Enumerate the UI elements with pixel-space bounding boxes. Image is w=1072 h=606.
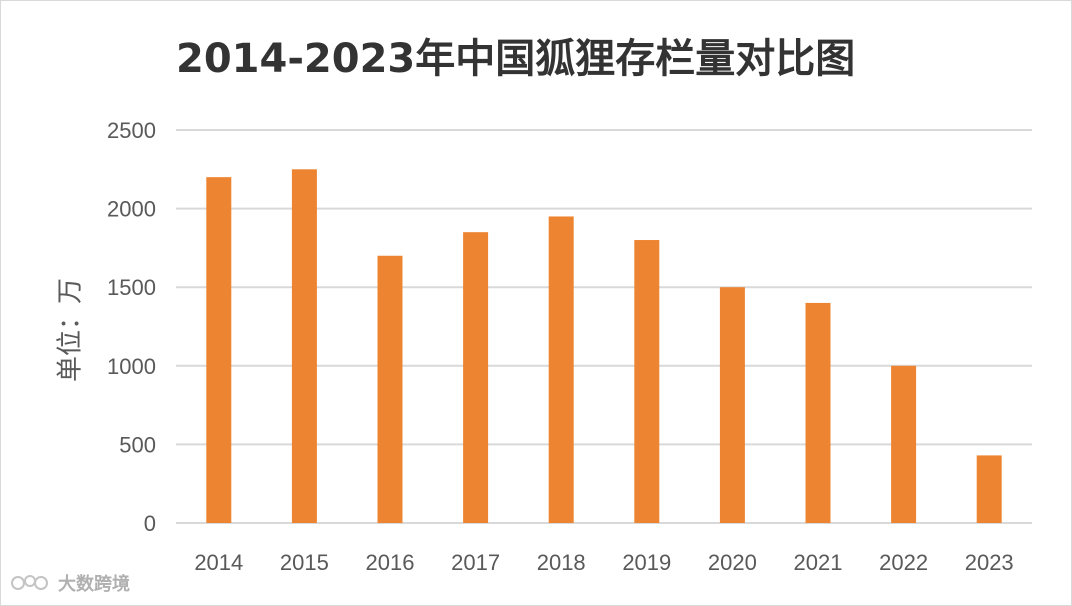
y-tick-label: 2500 xyxy=(107,118,156,143)
bar xyxy=(463,232,489,523)
watermark-logo-icon xyxy=(11,575,48,590)
watermark-text: 大数跨境 xyxy=(58,574,130,595)
x-tick-label: 2018 xyxy=(537,550,586,575)
bar xyxy=(634,240,660,524)
bar xyxy=(719,287,745,523)
bar xyxy=(291,169,317,524)
bar xyxy=(891,365,917,523)
x-tick-label: 2023 xyxy=(965,550,1014,575)
watermark: 大数跨境 xyxy=(10,570,130,596)
bar xyxy=(206,177,232,523)
y-tick-label: 1000 xyxy=(107,354,156,379)
y-tick-label: 500 xyxy=(119,432,156,457)
x-tick-label: 2020 xyxy=(708,550,757,575)
x-tick-label: 2014 xyxy=(194,550,243,575)
x-tick-label: 2021 xyxy=(794,550,843,575)
bar xyxy=(548,216,574,523)
x-tick-label: 2016 xyxy=(366,550,415,575)
bar xyxy=(805,302,831,523)
x-tick-label: 2015 xyxy=(280,550,329,575)
chart-title: 2014-2023年中国狐狸存栏量对比图 xyxy=(176,36,856,82)
y-tick-label: 1500 xyxy=(107,275,156,300)
bar xyxy=(976,455,1002,523)
x-tick-label: 2022 xyxy=(879,550,928,575)
y-tick-label: 0 xyxy=(144,511,156,536)
y-tick-label: 2000 xyxy=(107,197,156,222)
bar xyxy=(377,255,403,523)
x-tick-label: 2019 xyxy=(622,550,671,575)
x-tick-label: 2017 xyxy=(451,550,500,575)
